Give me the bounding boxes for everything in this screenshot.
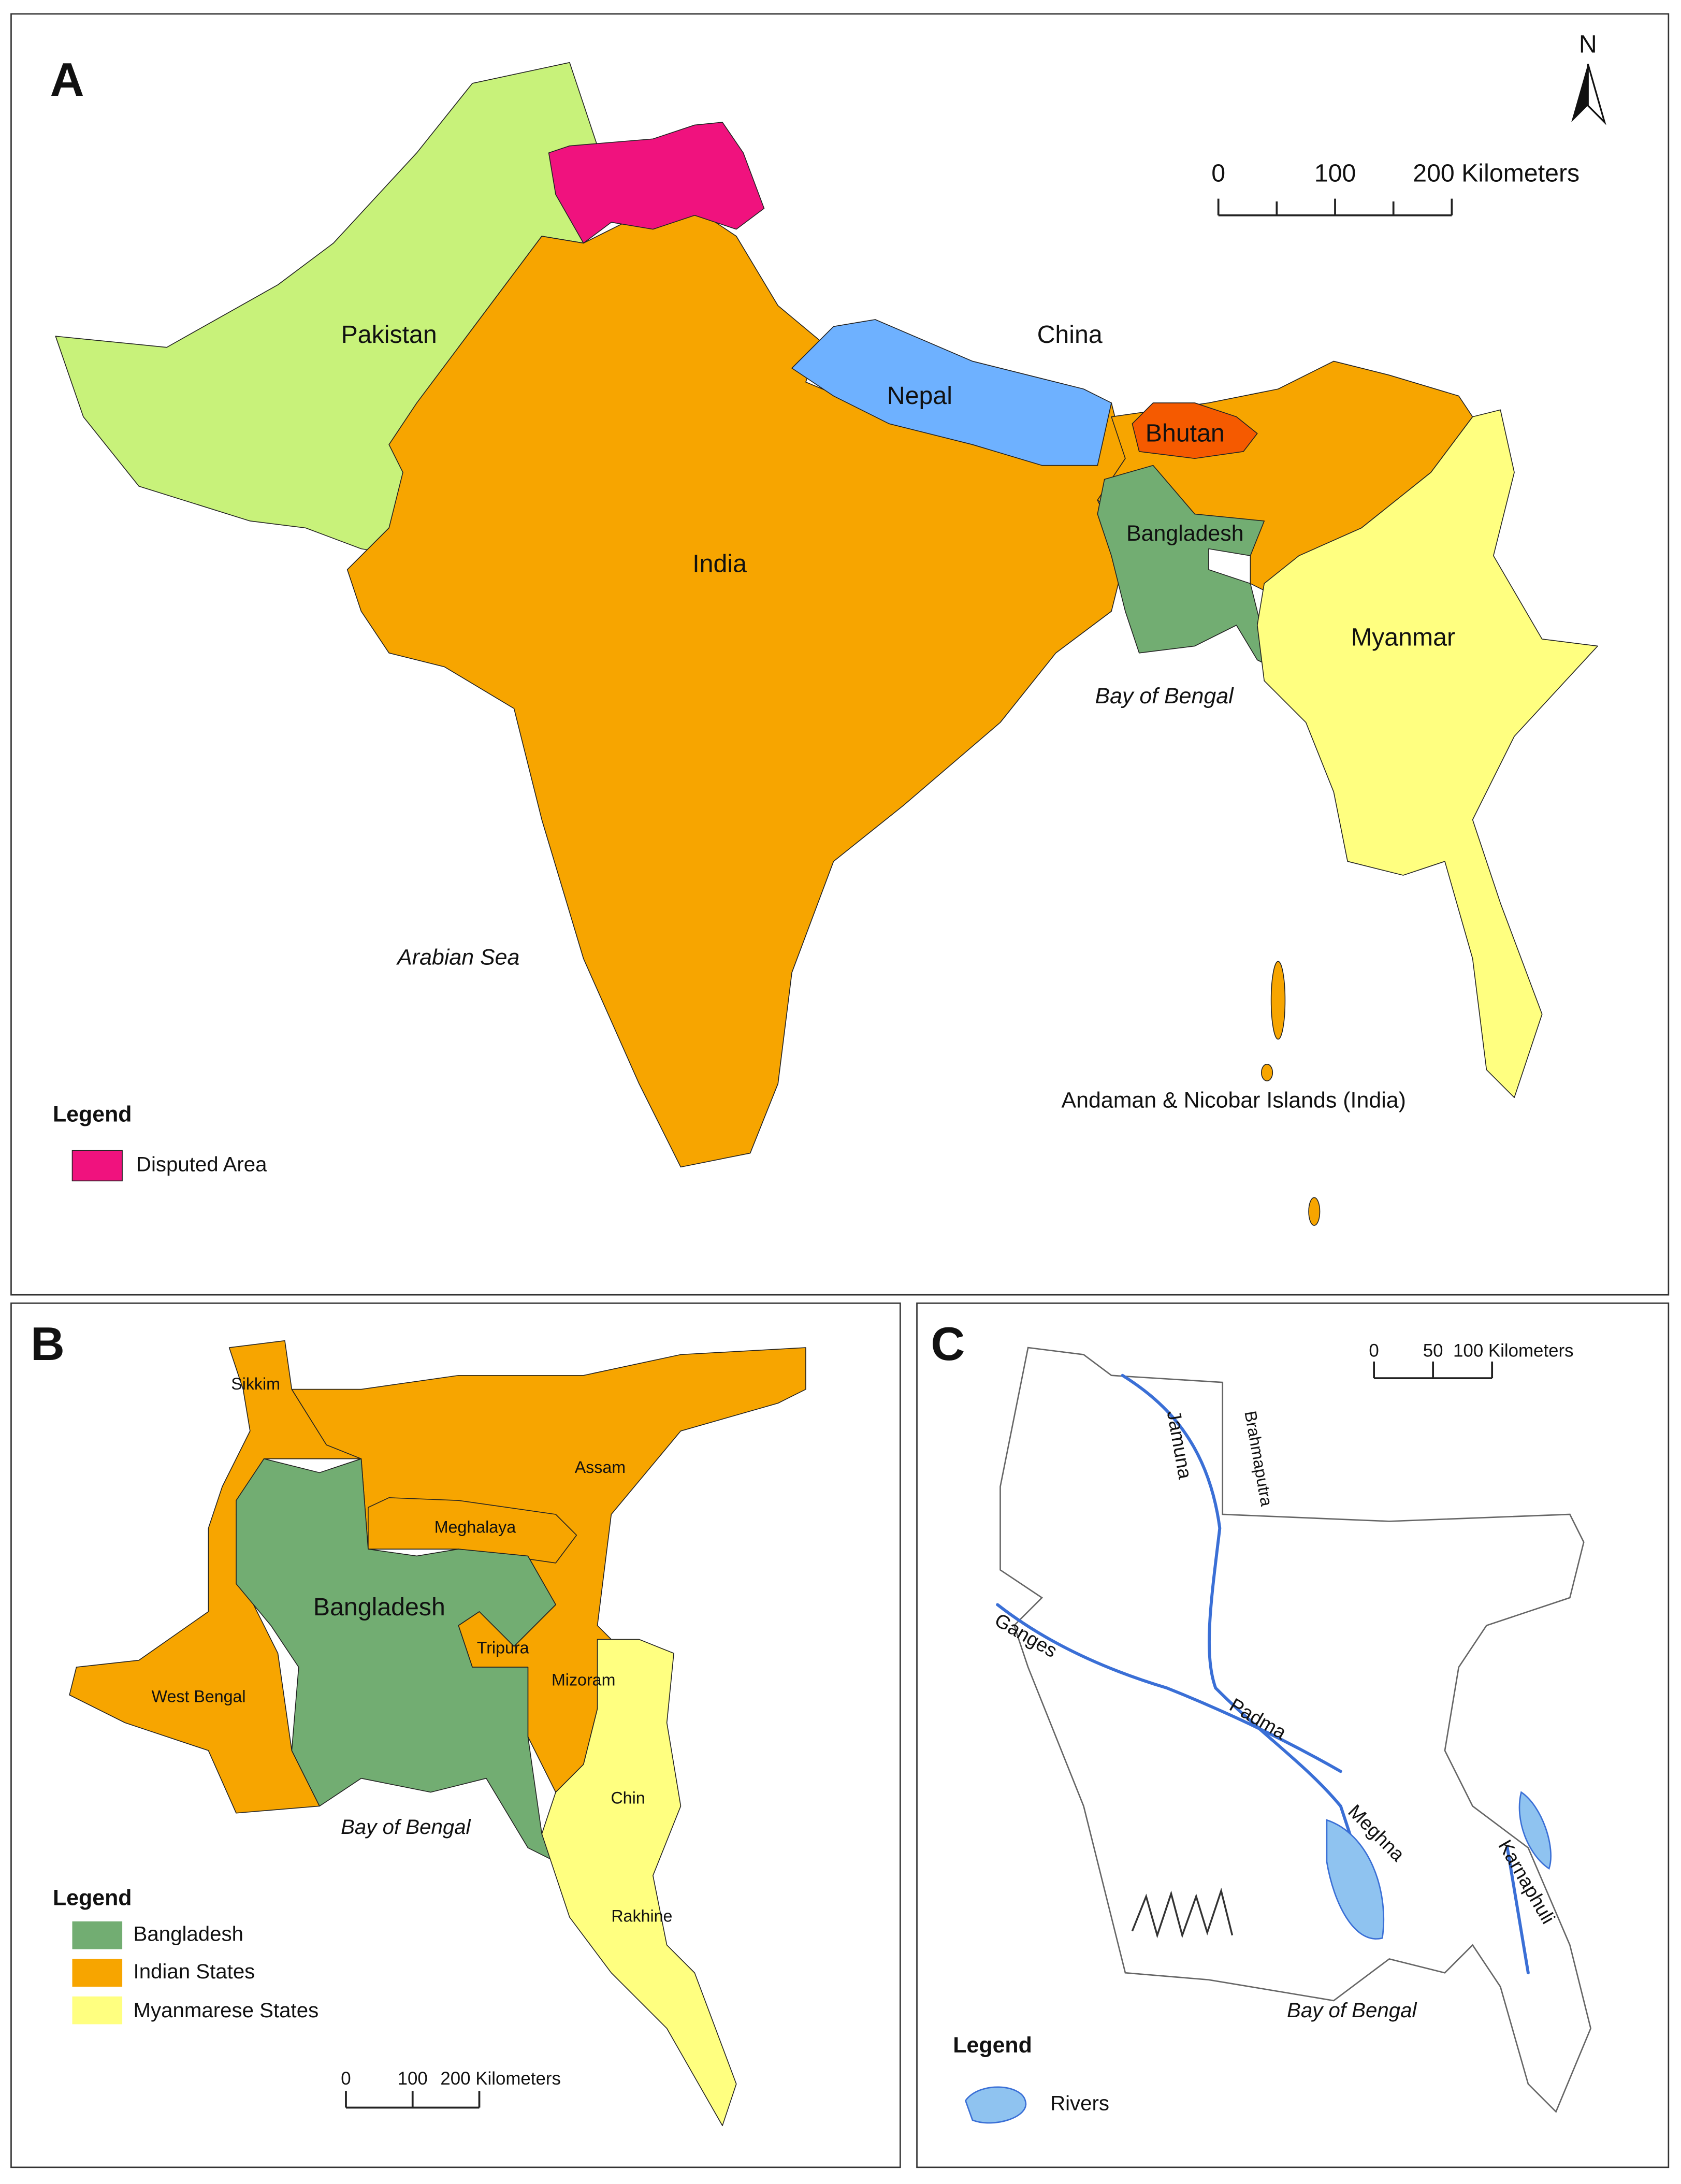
- country-label: Bhutan: [1146, 419, 1225, 447]
- scale-bar: 0 100 200 Kilometers: [1211, 160, 1579, 216]
- state-label: Rakhine: [611, 1906, 672, 1925]
- state-label: Sikkim: [231, 1375, 280, 1393]
- nepal-shape: [791, 319, 1112, 466]
- nicobar-island: [1308, 1197, 1321, 1226]
- legend-title: Legend: [53, 1102, 132, 1126]
- panel-letter: C: [931, 1318, 965, 1370]
- legend-label: Disputed Area: [136, 1152, 267, 1176]
- legend-label: Indian States: [134, 1960, 255, 1983]
- state-label: Meghalaya: [434, 1517, 516, 1536]
- sea-label: Bay of Bengal: [1287, 1999, 1417, 2022]
- state-label: Assam: [575, 1458, 626, 1477]
- legend-swatch: [72, 1959, 123, 1987]
- north-arrow-right: [1587, 63, 1606, 125]
- legend-label: Bangladesh: [134, 1922, 243, 1945]
- andaman-island: [1261, 1064, 1273, 1081]
- legend-swatch: [964, 2086, 1027, 2124]
- country-label: Bangladesh: [1126, 521, 1244, 546]
- state-label: Mizoram: [552, 1670, 615, 1689]
- meghalaya-shape: [368, 1497, 577, 1564]
- scale-bar: 0 50 100 Kilometers: [1369, 1340, 1574, 1379]
- panel-a: A Pakistan India Nepal China Bhutan Bang…: [10, 13, 1670, 1296]
- scale-bar-label: 0: [1211, 160, 1225, 187]
- legend-title: Legend: [53, 1885, 132, 1910]
- sea-label: Bay of Bengal: [1095, 684, 1234, 708]
- sea-label: Arabian Sea: [396, 945, 519, 970]
- north-arrow-left: [1571, 64, 1588, 123]
- legend-title: Legend: [953, 2033, 1032, 2058]
- north-arrow: N: [1571, 30, 1606, 125]
- myanmar-states-shape: [541, 1639, 737, 2127]
- scale-bar: 0 100 200 Kilometers: [341, 2069, 561, 2109]
- island-label: Andaman & Nicobar Islands (India): [1061, 1088, 1405, 1113]
- state-label: West Bengal: [152, 1687, 246, 1706]
- country-label: China: [1037, 321, 1103, 349]
- river-brahmaputra: [1121, 1373, 1342, 1808]
- river-ganges: [996, 1603, 1342, 1773]
- country-label: Bangladesh: [313, 1593, 445, 1621]
- bhutan-shape: [1132, 402, 1258, 459]
- country-label: Nepal: [887, 382, 952, 410]
- scale-bar-label: 100: [1314, 160, 1356, 187]
- country-label: India: [692, 550, 747, 578]
- legend-label: Rivers: [1050, 2092, 1109, 2115]
- lake: [1518, 1791, 1552, 1870]
- scale-bar-label: 200 Kilometers: [440, 2069, 561, 2089]
- scale-bar-label: 0: [1369, 1340, 1379, 1361]
- bangladesh-outline: [999, 1347, 1592, 2113]
- scale-bar-label: 50: [1423, 1340, 1443, 1361]
- panel-letter: A: [50, 53, 84, 106]
- state-label: Tripura: [477, 1639, 529, 1657]
- scale-bar-label: 0: [341, 2069, 351, 2089]
- scale-bar-label: 100: [398, 2069, 428, 2089]
- river-karnaphuli: [1505, 1846, 1530, 1975]
- country-label: Pakistan: [341, 321, 437, 349]
- myanmar-shape: [1256, 409, 1598, 1098]
- legend-swatch: [71, 1150, 123, 1181]
- state-label: Chin: [611, 1788, 645, 1807]
- scale-bar-label: 200 Kilometers: [1413, 160, 1579, 187]
- river-estuary: [1326, 1819, 1385, 1940]
- legend-swatch: [72, 1996, 123, 2024]
- andaman-island: [1270, 961, 1286, 1040]
- west-bengal-shape: [69, 1340, 362, 1814]
- scale-bar-label: 100 Kilometers: [1453, 1340, 1574, 1361]
- sundarbans-channels: [1131, 1887, 1234, 1939]
- country-label: Myanmar: [1351, 624, 1455, 652]
- disputed-area-shape: [548, 122, 765, 244]
- bangladesh-shape: [236, 1458, 556, 1862]
- panel-c: C Brahmaputra Jamuna Ganges Padma Meghna…: [916, 1302, 1670, 2168]
- legend-swatch: [72, 1921, 123, 1949]
- panel-b: B Sikkim Assam Meghalaya Bangladesh Trip…: [10, 1302, 901, 2168]
- north-label: N: [1579, 30, 1597, 58]
- panel-letter: B: [31, 1318, 65, 1370]
- sea-label: Bay of Bengal: [341, 1815, 471, 1839]
- legend-label: Myanmarese States: [134, 1999, 319, 2022]
